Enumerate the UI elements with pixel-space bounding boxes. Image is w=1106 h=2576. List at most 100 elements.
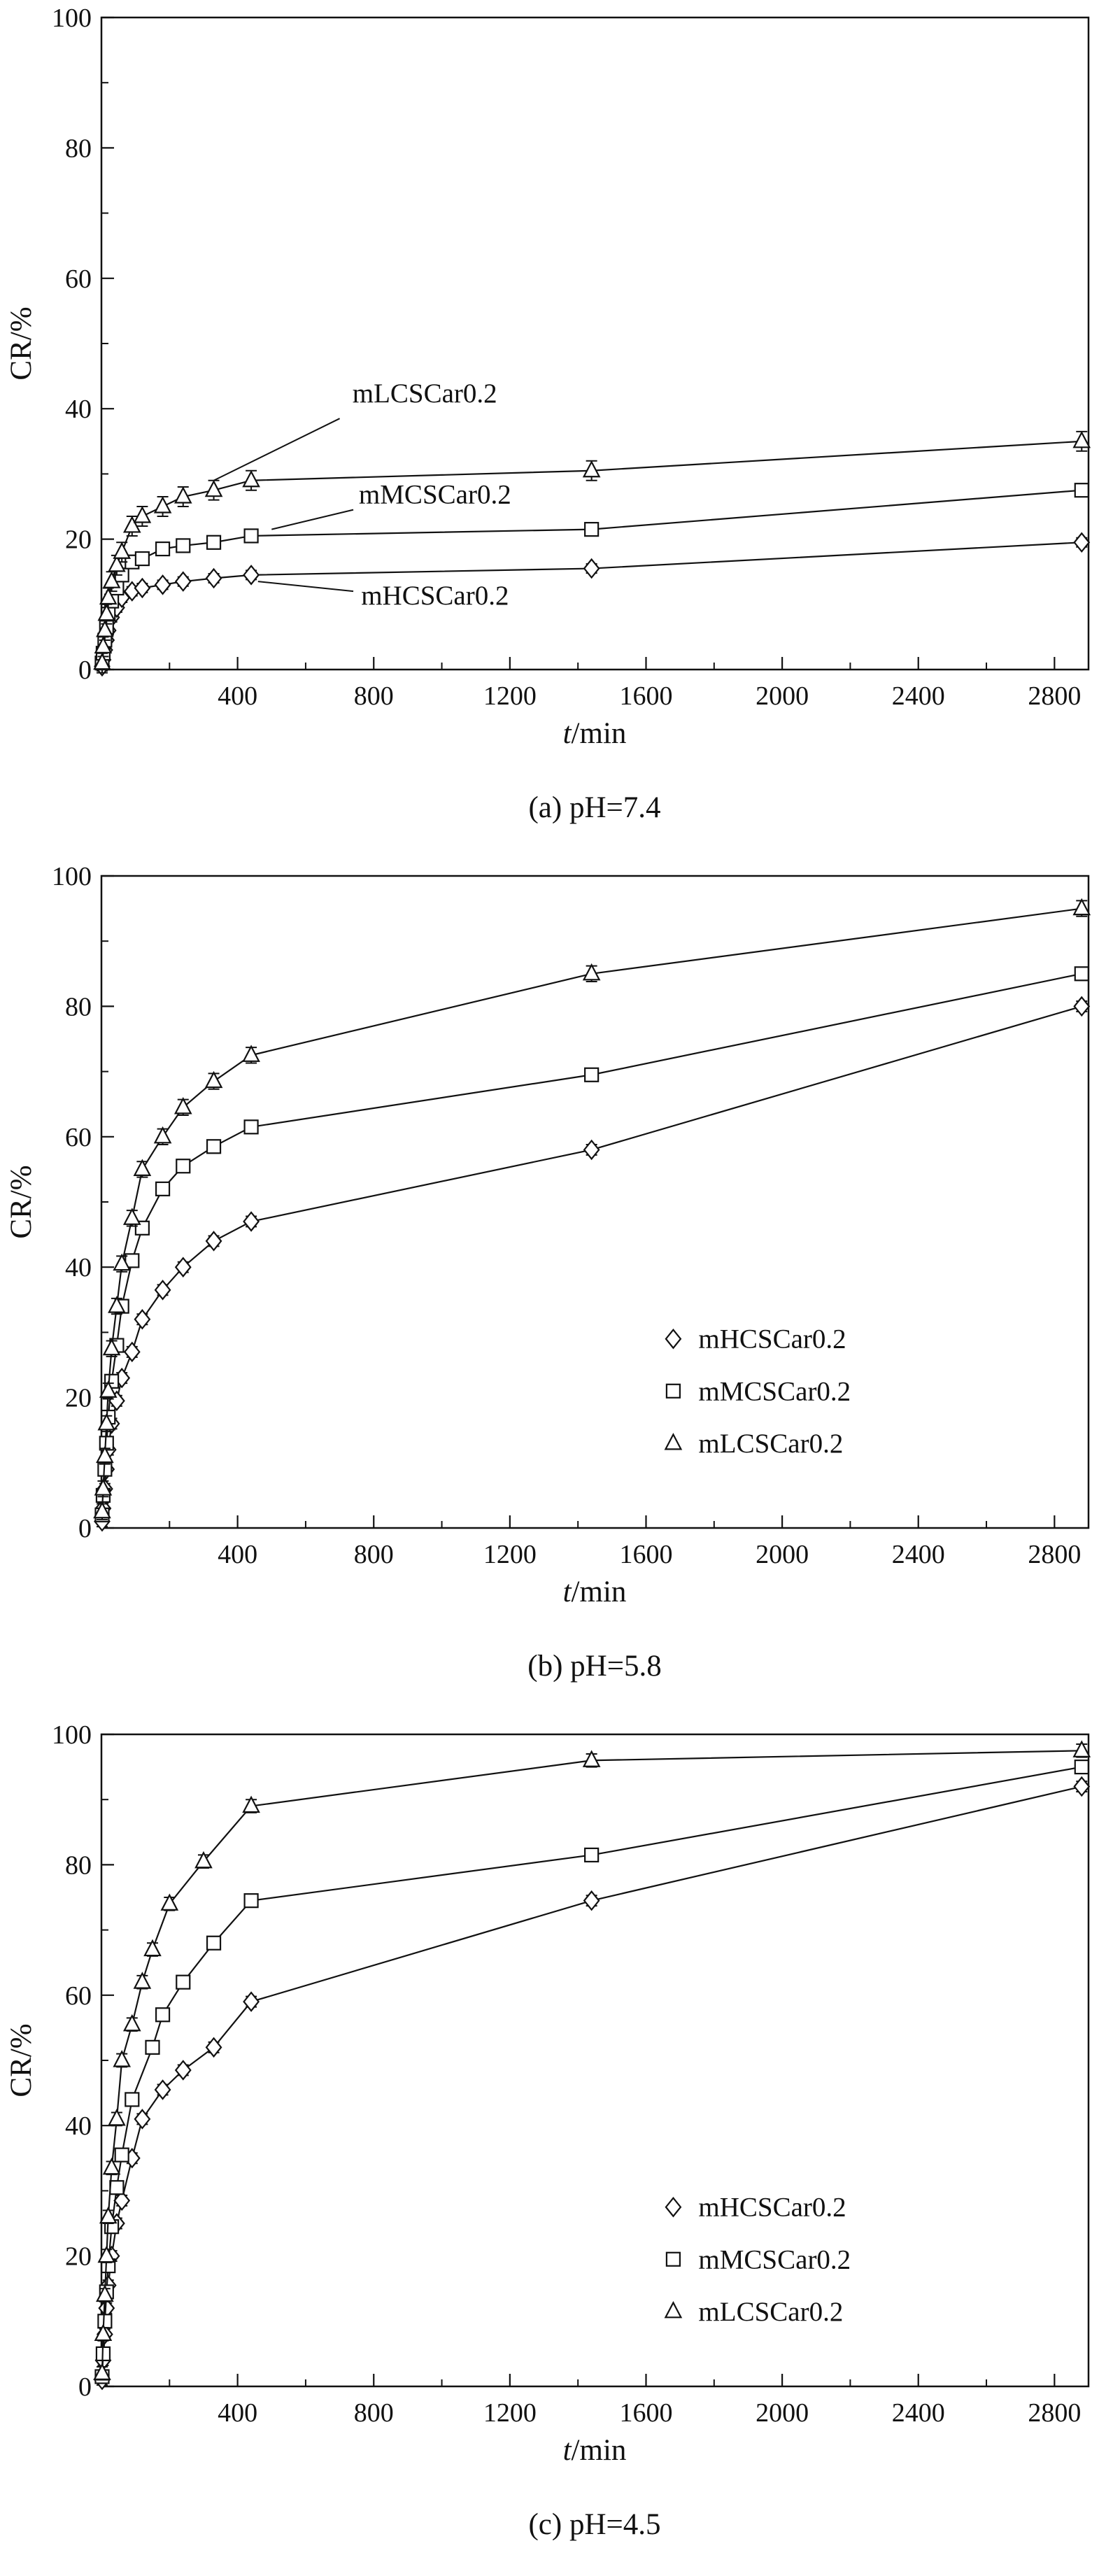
square-marker — [145, 2039, 160, 2055]
annotation-leader — [271, 509, 354, 530]
triangle-marker — [96, 620, 114, 637]
chart-b-plot: 400 800 1200 1600 2000 2400 2800 0 20 40 60 80 100 mH… — [52, 862, 1091, 1569]
diamond-marker — [154, 574, 171, 595]
square-marker — [134, 551, 150, 567]
diamond-marker — [134, 2109, 151, 2130]
triangle-marker — [97, 1413, 116, 1431]
triangle-marker — [194, 1850, 213, 1869]
triangle-marker — [122, 1208, 141, 1225]
triangle-marker — [93, 2363, 111, 2380]
square-marker — [97, 2314, 113, 2329]
diamond-marker — [174, 1257, 192, 1278]
legend-label: mMCSCar0.2 — [698, 2244, 851, 2274]
triangle-marker — [94, 636, 113, 653]
triangle-marker — [173, 1096, 192, 1114]
x-tick-label: 1600 — [619, 681, 672, 711]
triangle-marker — [242, 469, 260, 488]
series-line-mLCSCar0.2 — [101, 907, 1082, 1512]
y-tick-label: 0 — [78, 2372, 92, 2402]
triangle-marker — [102, 1338, 121, 1356]
square-marker — [109, 2180, 125, 2195]
square-marker — [665, 1383, 681, 1399]
square-marker — [206, 535, 222, 550]
triangle-marker — [99, 2206, 118, 2224]
y-tick-label: 60 — [65, 264, 92, 294]
y-tick-label: 40 — [65, 395, 92, 424]
triangle-marker — [1072, 430, 1091, 448]
triangle-marker — [242, 1045, 260, 1062]
triangle-marker — [204, 479, 223, 497]
series-annotation: mLCSCar0.2 — [353, 378, 497, 409]
diamond-marker — [205, 1231, 222, 1252]
series-line-mMCSCar0.2 — [101, 1766, 1082, 2377]
triangle-marker — [582, 963, 601, 981]
triangle-marker — [96, 1445, 114, 1464]
x-axis-label: t/min — [563, 2434, 627, 2467]
square-marker — [155, 541, 171, 557]
x-tick-label: 400 — [218, 681, 257, 711]
diamond-marker — [134, 1309, 151, 1330]
square-marker — [243, 1893, 259, 1909]
diamond-marker — [205, 567, 222, 589]
y-tick-label: 40 — [65, 2111, 92, 2141]
x-tick-label: 1200 — [483, 681, 537, 711]
triangle-marker — [113, 2050, 132, 2067]
legend-label: mMCSCar0.2 — [698, 1376, 851, 1406]
y-tick-label: 20 — [65, 2242, 92, 2272]
triangle-marker — [94, 2323, 113, 2342]
triangle-marker — [153, 496, 172, 514]
square-marker — [243, 528, 259, 544]
square-marker — [1074, 966, 1089, 982]
x-axis-label: t/min — [563, 717, 627, 750]
diamond-marker — [134, 577, 151, 599]
triangle-marker — [664, 2300, 683, 2319]
x-tick-label: 800 — [354, 1540, 394, 1569]
series-annotation: mHCSCar0.2 — [361, 581, 509, 611]
annotation-leader — [257, 581, 354, 593]
triangle-marker — [143, 1939, 162, 1957]
legend-label: mLCSCar0.2 — [698, 2297, 843, 2327]
diamond-marker — [243, 1211, 260, 1232]
square-marker — [114, 2147, 129, 2163]
y-tick-label: 100 — [52, 3, 92, 33]
diamond-marker — [174, 571, 192, 592]
diamond-marker — [665, 2196, 682, 2218]
square-marker — [155, 2007, 171, 2023]
square-marker — [176, 1159, 191, 1174]
x-tick-label: 2400 — [892, 681, 945, 711]
x-tick-label: 400 — [218, 2398, 257, 2428]
chart-a-plot: 400 800 1200 1600 2000 2400 2800 0 20 40 60 80 100 mL… — [52, 3, 1091, 711]
diamond-marker — [123, 1341, 141, 1363]
triangle-marker — [97, 2245, 116, 2263]
diamond-marker — [205, 2037, 222, 2058]
x-tick-label: 2400 — [892, 2398, 945, 2428]
legend-label: mHCSCar0.2 — [698, 2193, 846, 2223]
x-tick-label: 2400 — [892, 1540, 945, 1569]
y-axis-label: CR/% — [5, 306, 38, 380]
square-marker — [584, 522, 600, 537]
square-marker — [584, 1067, 600, 1082]
triangle-marker — [99, 587, 118, 605]
triangle-marker — [204, 1070, 223, 1089]
series-annotation: mMCSCar0.2 — [359, 479, 511, 509]
triangle-marker — [122, 2014, 141, 2032]
y-tick-label: 80 — [65, 992, 92, 1021]
y-tick-label: 20 — [65, 1384, 92, 1413]
square-marker — [584, 1847, 600, 1863]
triangle-marker — [133, 1159, 152, 1176]
y-tick-label: 100 — [52, 862, 92, 891]
triangle-marker — [153, 1126, 172, 1144]
x-tick-label: 800 — [354, 681, 394, 711]
y-tick-label: 80 — [65, 1850, 92, 1880]
plot-frame — [100, 1733, 1090, 2388]
series-line-mHCSCar0.2 — [101, 1785, 1082, 2380]
triangle-marker — [96, 2284, 114, 2302]
y-tick-label: 0 — [78, 656, 92, 685]
diamond-marker — [665, 1328, 682, 1350]
diamond-marker — [583, 558, 600, 579]
x-tick-label: 2000 — [756, 2398, 809, 2428]
square-marker — [1074, 483, 1089, 498]
triangle-marker — [160, 1893, 179, 1911]
square-marker — [176, 1974, 191, 1990]
